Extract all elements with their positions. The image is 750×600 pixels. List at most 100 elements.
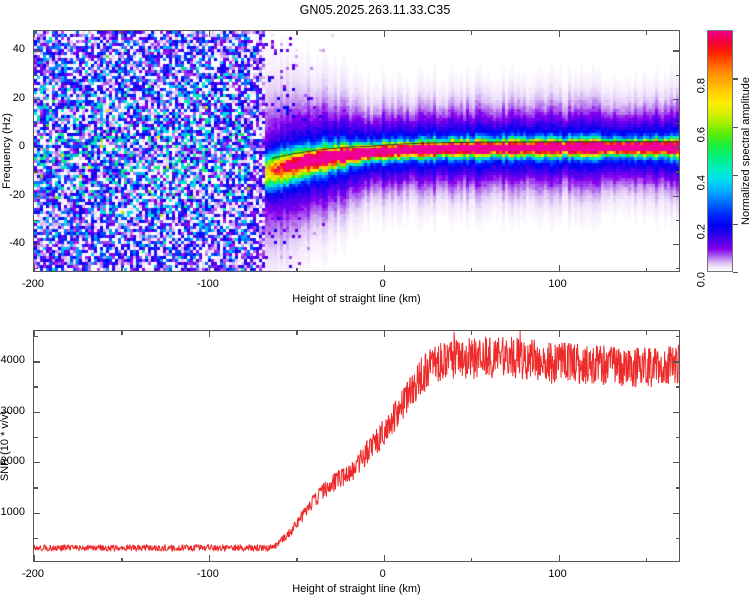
axis-tick	[34, 555, 36, 561]
axis-tick	[34, 336, 38, 338]
axis-tick	[673, 147, 679, 149]
figure-title: GN05.2025.263.11.33.C35	[299, 3, 451, 17]
colorbar-title: Normalized spectral amplitude	[740, 77, 750, 225]
axis-tick	[558, 555, 560, 561]
axis-tick	[34, 74, 38, 76]
y-tick-label: 2000	[0, 455, 25, 468]
axis-tick	[34, 195, 40, 197]
axis-tick	[34, 386, 38, 388]
axis-tick	[296, 331, 298, 335]
axis-tick	[296, 557, 298, 561]
axis-tick	[383, 331, 386, 337]
axis-tick	[34, 462, 40, 464]
spectrogram-panel	[33, 30, 680, 272]
y-tick-label: 3000	[0, 404, 25, 417]
axis-tick	[383, 555, 386, 561]
x-tick-label: 0	[379, 568, 386, 580]
axis-tick	[121, 267, 123, 271]
y-tick-label: 0	[18, 140, 25, 153]
y-tick-label: 4000	[0, 354, 25, 367]
colorbar-tick-label: 0.4	[695, 175, 707, 191]
axis-tick	[471, 557, 473, 561]
x-tick-label: -200	[21, 568, 45, 580]
axis-tick	[34, 331, 36, 337]
axis-tick	[673, 50, 679, 52]
axis-tick	[34, 487, 38, 489]
colorbar-tick	[733, 126, 738, 128]
snr-trace	[34, 331, 679, 553]
axis-tick	[471, 31, 473, 35]
axis-tick	[673, 361, 679, 363]
axis-tick	[296, 267, 298, 271]
axis-tick	[673, 411, 679, 413]
colorbar-tick-label: 0.8	[695, 78, 707, 94]
axis-tick	[675, 219, 679, 222]
snr-y-axis-title: SNR (10 * v/v)	[0, 410, 11, 482]
axis-tick	[558, 265, 560, 271]
axis-tick	[675, 171, 679, 173]
spectrogram-image	[34, 31, 679, 271]
axis-tick	[383, 31, 386, 37]
axis-tick	[34, 50, 40, 52]
colorbar-tick	[733, 223, 738, 225]
axis-tick	[673, 195, 679, 197]
spectrogram-plot-area	[34, 31, 679, 271]
colorbar-tick-label: 0.6	[695, 126, 707, 143]
axis-tick	[383, 265, 386, 271]
y-tick-label: -40	[9, 236, 25, 249]
colorbar-tick	[733, 272, 738, 274]
colorbar-tick	[733, 78, 738, 80]
axis-tick	[471, 331, 473, 335]
axis-tick	[646, 331, 648, 335]
axis-tick	[646, 31, 648, 35]
colorbar-gradient	[707, 30, 733, 272]
axis-tick	[34, 361, 40, 363]
axis-tick	[34, 171, 38, 173]
axis-tick	[673, 243, 679, 246]
axis-tick	[673, 98, 679, 101]
colorbar-tick	[733, 175, 738, 177]
snr-x-axis-title: Height of straight line (km)	[292, 583, 421, 595]
spectrogram-x-axis-title: Height of straight line (km)	[292, 293, 421, 305]
colorbar-tick-label: 0.0	[695, 272, 707, 288]
x-tick-label: 100	[548, 278, 567, 290]
axis-tick	[558, 31, 560, 37]
x-tick-label: -100	[196, 568, 219, 580]
x-tick-label: -100	[196, 278, 219, 290]
axis-tick	[558, 331, 560, 337]
axis-tick	[121, 331, 123, 335]
axis-tick	[34, 219, 38, 222]
axis-tick	[646, 267, 648, 271]
axis-tick	[34, 243, 40, 246]
axis-tick	[34, 147, 40, 149]
axis-tick	[208, 265, 211, 271]
snr-line	[34, 331, 679, 553]
axis-tick	[121, 31, 123, 35]
axis-tick	[34, 436, 38, 439]
y-tick-label: 20	[12, 91, 25, 104]
axis-tick	[471, 267, 473, 271]
axis-tick	[675, 74, 679, 76]
axis-tick	[34, 268, 38, 270]
axis-tick	[34, 265, 36, 271]
axis-tick	[675, 336, 679, 338]
x-tick-label: 0	[379, 278, 386, 290]
axis-tick	[208, 331, 211, 337]
x-tick-label: 100	[548, 568, 567, 580]
x-tick-label: -200	[21, 278, 45, 290]
axis-tick	[675, 537, 679, 540]
axis-tick	[296, 31, 298, 35]
spectrogram-y-axis-title: Frequency (Hz)	[1, 113, 13, 189]
axis-tick	[121, 557, 123, 561]
axis-tick	[675, 268, 679, 270]
axis-tick	[675, 436, 679, 439]
axis-tick	[673, 462, 679, 464]
y-tick-label: 1000	[0, 505, 25, 518]
axis-tick	[675, 487, 679, 489]
axis-tick	[646, 557, 648, 561]
colorbar-tick-label: 0.2	[695, 223, 707, 239]
axis-tick	[34, 31, 36, 37]
axis-tick	[34, 512, 40, 514]
axis-tick	[673, 512, 679, 514]
